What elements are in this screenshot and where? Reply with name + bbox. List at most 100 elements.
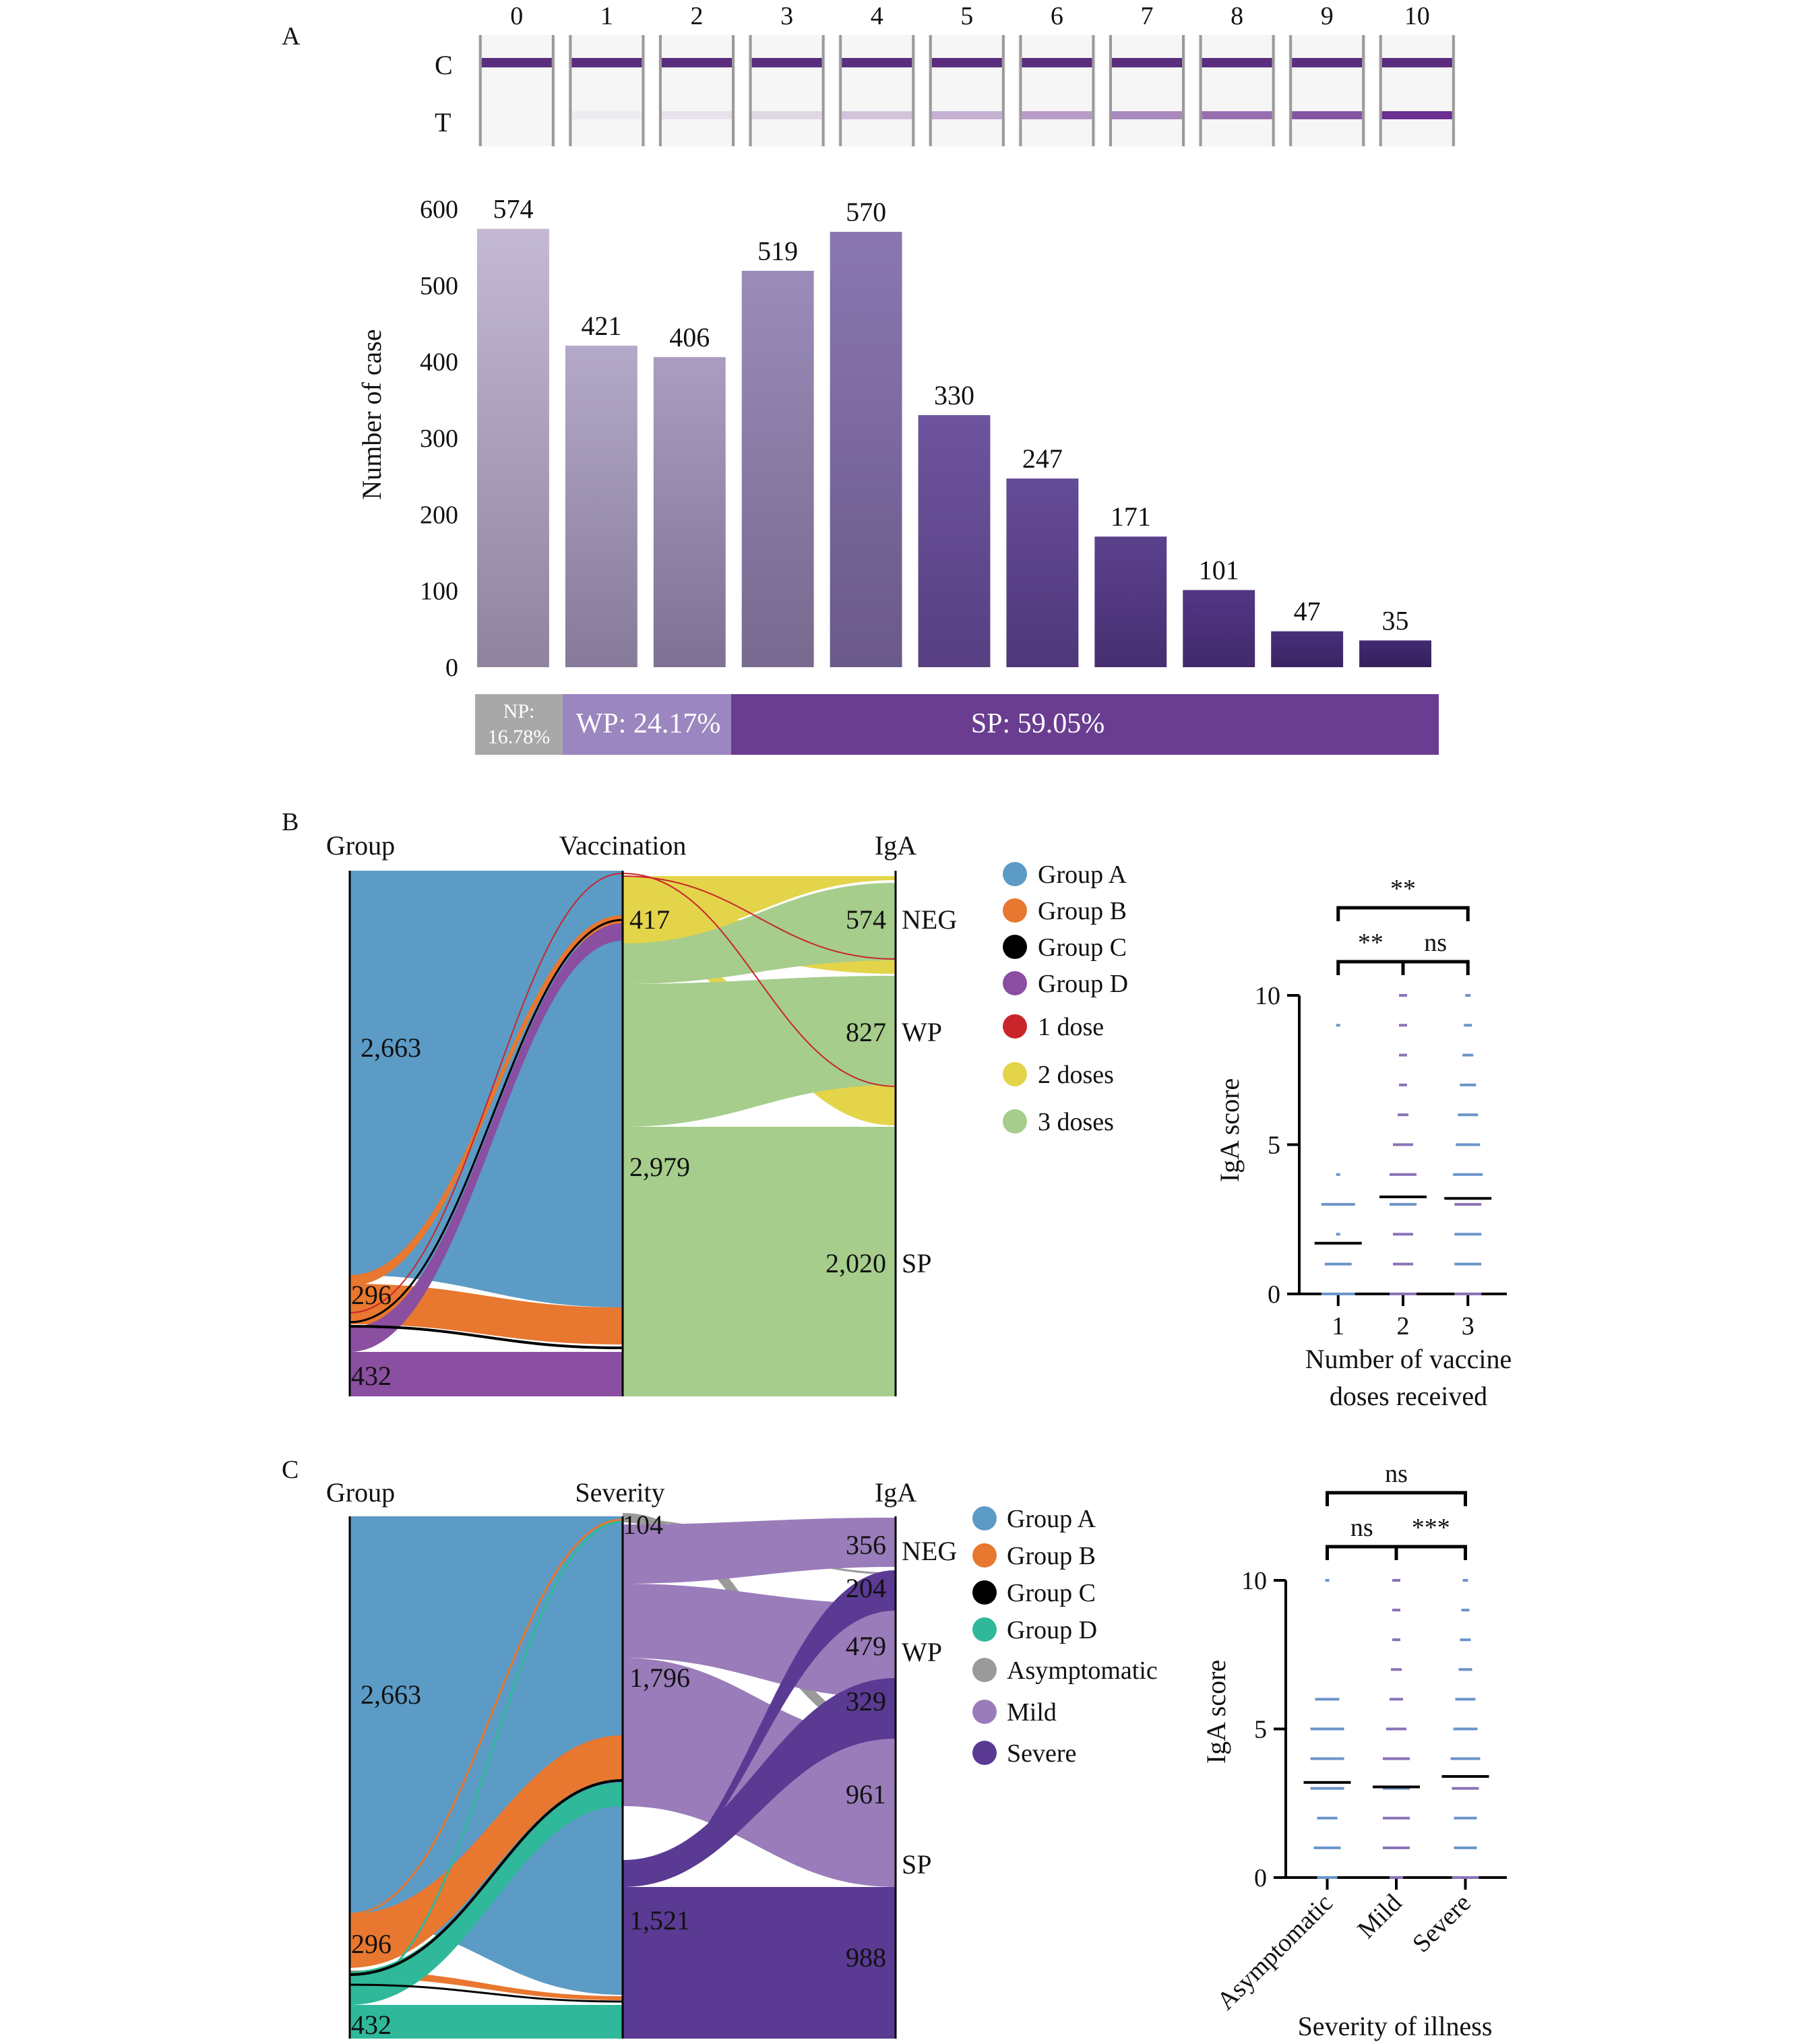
dot-plot-c-xlabel: Severity of illness (1298, 2011, 1493, 2041)
legend-b-swatch-group-b (1003, 898, 1027, 923)
bar-value-label-9: 47 (1294, 596, 1321, 627)
legend-c-swatch-group-b (972, 1543, 997, 1568)
sankey-b-3doses-value: 2,979 (629, 1152, 690, 1182)
dotB-dot-row-0-3 (1321, 1203, 1355, 1206)
dotB-dot-row-1-1 (1393, 1262, 1413, 1266)
bar-value-label-4: 570 (846, 197, 886, 227)
bar-chart-a: 0 100 200 300 400 500 600 574 421 406 519 570 330 247… (420, 193, 1442, 682)
strip-control-line-4 (842, 58, 912, 67)
strip-control-line-2 (662, 58, 732, 67)
strip-edge-right-4 (912, 35, 915, 146)
dotB-dot-row-2-7 (1460, 1083, 1476, 1086)
sp-label: SP: 59.05% (971, 708, 1105, 739)
strip-control-line-10 (1381, 58, 1452, 67)
bar-value-label-5: 330 (934, 380, 974, 410)
legend-b-swatch-3doses (1003, 1109, 1027, 1134)
strip-test-line-7 (1112, 111, 1182, 119)
legend-c-swatch-group-c (972, 1580, 997, 1605)
sankey-b-node-group-d (350, 1352, 623, 1396)
sankey-c-col-title-group: Group (326, 1477, 395, 1508)
dotC-dot-row-1-4 (1383, 1757, 1410, 1760)
legend-c-swatch-severe (972, 1741, 997, 1765)
sankey-c-right-961: 961 (846, 1779, 886, 1809)
np-label-2: 16.78% (488, 726, 551, 748)
bar-chart-a-ytick-100: 100 (420, 578, 458, 606)
sankey-c-group-b-value: 296 (351, 1929, 392, 1959)
bar-value-label-6: 247 (1022, 443, 1063, 474)
legend-b-label-group-b: Group B (1038, 897, 1127, 925)
strip-test-line-4 (842, 111, 912, 119)
wp-box (563, 694, 731, 755)
strip-edge-left-3 (749, 35, 752, 146)
strip-label-control: C (435, 50, 453, 80)
strip-number-4: 4 (871, 2, 883, 30)
strip-edge-left-4 (839, 35, 842, 146)
sankey-c-flow-mild-neg (623, 1518, 896, 1584)
sankey-b-neg-class: NEG (902, 904, 957, 935)
bar-chart-a-ytick-600: 600 (420, 195, 458, 224)
legend-b-label-3doses: 3 doses (1038, 1108, 1114, 1136)
legend-c-label-asym: Asymptomatic (1007, 1656, 1158, 1685)
strip-test-line-3 (751, 111, 822, 119)
strip-edge-left-9 (1289, 35, 1293, 146)
strip-number-8: 8 (1231, 2, 1243, 30)
dotB-dot-row-1-6 (1398, 1113, 1408, 1117)
panel-label-b: B (282, 808, 299, 836)
dotC-dot-row-1-1 (1383, 1846, 1410, 1849)
dotC-sig-bracket-2 (1394, 1545, 1467, 1560)
legend-b (1003, 862, 1027, 1134)
dotC-dot-row-0-2 (1317, 1816, 1338, 1820)
dotB-sig-bracket-1 (1336, 960, 1405, 975)
dotC-dot-row-1-9 (1392, 1609, 1400, 1612)
sankey-c-severe-value: 1,521 (629, 1905, 690, 1935)
dotC-dot-row-0-1 (1313, 1846, 1341, 1849)
dotB-dot-row-1-4 (1390, 1173, 1417, 1176)
sankey-c-col-title-severity: Severity (575, 1477, 664, 1508)
strip-test-line-9 (1292, 111, 1363, 119)
sankey-c-neg-class: NEG (902, 1536, 957, 1566)
sankey-c-right-204: 204 (846, 1573, 886, 1603)
dotC-ytick-10: 10 (1241, 1567, 1267, 1595)
sankey-b-group-a-value: 2,663 (361, 1032, 421, 1063)
dotB-dot-row-0-2 (1336, 1233, 1340, 1236)
bar-value-label-8: 101 (1199, 555, 1239, 586)
sankey-b-2doses-value: 417 (629, 904, 670, 935)
strip-test-line-2 (662, 111, 732, 119)
legend-b-swatch-1dose (1003, 1014, 1027, 1039)
strip-number-7: 7 (1141, 2, 1154, 30)
strip-number-10: 10 (1404, 2, 1430, 30)
strip-number-2: 2 (691, 2, 704, 30)
dotC-sig-bracket-0 (1326, 1491, 1467, 1506)
dotB-dot-row-1-7 (1399, 1083, 1407, 1086)
sankey-b-flow-c-up (349, 919, 623, 1324)
dotC-sig-bracket-1 (1326, 1545, 1398, 1560)
strip-edge-left-7 (1109, 35, 1112, 146)
dotB-sig-bracket-0 (1336, 906, 1470, 921)
dotB-dot-row-0-1 (1324, 1262, 1352, 1266)
strip-control-line-1 (571, 58, 642, 67)
dotB-dot-row-2-6 (1458, 1113, 1479, 1117)
dotB-ytick-10: 10 (1255, 982, 1280, 1010)
strip-control-line-8 (1202, 58, 1272, 67)
dotB-dot-row-1-5 (1393, 1143, 1413, 1146)
dotB-dot-row-1-10 (1399, 994, 1407, 997)
sankey-b-group-b-value: 296 (351, 1280, 392, 1310)
dotC-dot-row-0-3 (1310, 1787, 1344, 1790)
dotB-ytick-0: 0 (1268, 1280, 1280, 1309)
dot-plot-b-xlabel-1: Number of vaccine (1305, 1344, 1512, 1374)
strip-window-4 (838, 35, 916, 146)
bar-value-label-0: 574 (493, 193, 533, 224)
strip-test-line-8 (1202, 111, 1272, 119)
dotB-sig-label-1: ** (1358, 929, 1383, 957)
dotC-dot-row-0-6 (1315, 1698, 1340, 1701)
legend-c-label-severe: Severe (1007, 1739, 1076, 1768)
sankey-b-col-title-vaccination: Vaccination (559, 830, 687, 861)
dotB-dot-row-1-9 (1399, 1024, 1407, 1027)
strip-window-6 (1018, 35, 1096, 146)
strip-edge-right-1 (642, 35, 645, 146)
strip-test-line-10 (1381, 111, 1452, 119)
sankey-b-flow-3d-neg (623, 883, 896, 984)
strip-control-line-5 (931, 58, 1002, 67)
dotB-dot-row-1-3 (1390, 1203, 1417, 1206)
strip-control-line-0 (481, 58, 552, 67)
